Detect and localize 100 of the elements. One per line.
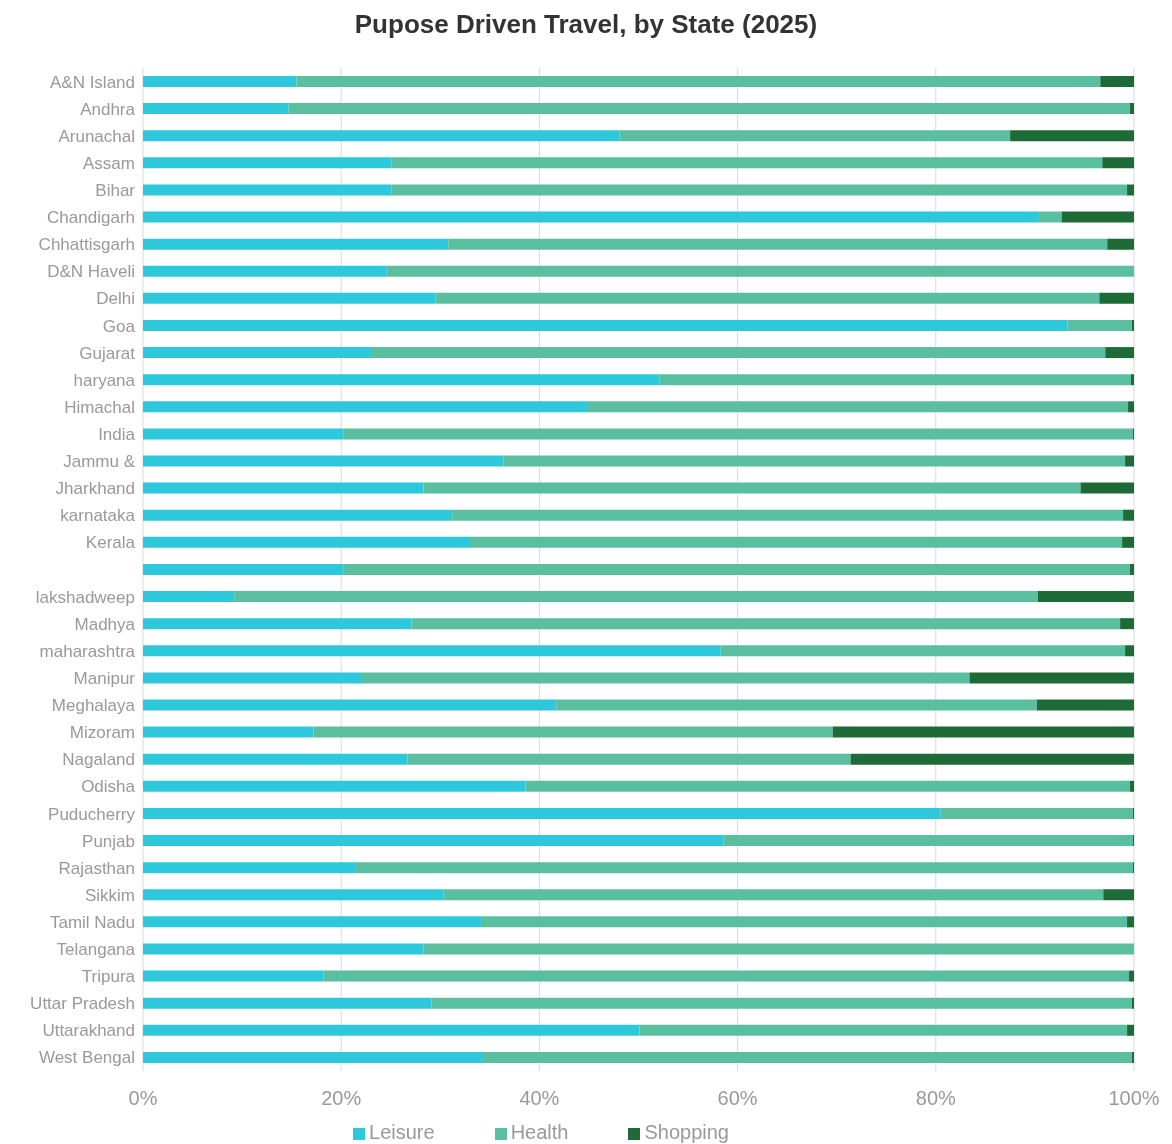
bar	[1010, 130, 1134, 142]
bar	[313, 726, 833, 738]
bar	[1127, 1024, 1134, 1036]
y-tick-label: Odisha	[81, 777, 136, 797]
y-tick-label: Telangana	[56, 940, 136, 960]
bar	[143, 238, 449, 250]
bar	[639, 1024, 1128, 1036]
bar	[1130, 563, 1134, 575]
bar	[143, 130, 620, 142]
y-tick-label: Puducherry	[48, 804, 136, 824]
bar	[143, 347, 371, 359]
bar	[411, 618, 1121, 630]
bar	[525, 780, 1131, 792]
bar	[143, 455, 504, 467]
y-tick-label: D&N Haveli	[47, 262, 135, 282]
y-tick-label: Sikkim	[84, 885, 135, 905]
bar	[1099, 292, 1134, 304]
legend-label: Shopping	[644, 1121, 729, 1143]
bar	[423, 482, 1081, 494]
bar	[143, 211, 1039, 223]
bar	[343, 563, 1131, 575]
bar	[143, 265, 387, 277]
y-tick-label: Manipur	[73, 668, 136, 688]
x-tick-label: 40%	[519, 1087, 560, 1110]
bar	[1129, 970, 1134, 982]
y-tick-label: Tamil Nadu	[49, 912, 135, 932]
y-tick-label: maharashtra	[39, 641, 136, 661]
bar	[1067, 319, 1133, 331]
y-tick-label: Kerala	[85, 533, 136, 553]
bar	[143, 401, 587, 413]
bar	[1122, 536, 1134, 548]
bar	[143, 835, 724, 847]
bar	[143, 997, 432, 1009]
bar	[143, 699, 557, 711]
bar	[832, 726, 1134, 738]
bar	[1130, 103, 1134, 115]
bar	[1102, 157, 1134, 169]
bar	[143, 916, 481, 928]
bar	[1105, 347, 1134, 359]
y-tick-label: Himachal	[64, 397, 135, 417]
bar	[143, 672, 362, 684]
bar	[361, 672, 970, 684]
bar	[1128, 401, 1134, 413]
bar	[1038, 211, 1062, 223]
bar	[556, 699, 1037, 711]
bar	[143, 509, 453, 521]
bar	[370, 347, 1106, 359]
bar	[143, 943, 424, 955]
bar	[143, 862, 356, 874]
y-tick-label: Jammu &	[63, 452, 136, 472]
y-tick-label: Delhi	[96, 289, 135, 309]
bar	[1080, 482, 1134, 494]
y-tick-label: Mizoram	[69, 723, 135, 743]
bar	[1100, 76, 1134, 87]
bar	[1125, 455, 1134, 467]
legend-label: Leisure	[369, 1121, 435, 1143]
x-tick-label: 100%	[1108, 1087, 1160, 1110]
bar	[407, 753, 851, 765]
bar	[391, 157, 1103, 169]
bar	[443, 889, 1104, 901]
y-tick-label: Bihar	[95, 181, 136, 201]
bar	[659, 374, 1132, 386]
legend-label: Health	[510, 1121, 569, 1143]
bar	[391, 184, 1128, 196]
bar	[143, 726, 314, 738]
bar	[143, 157, 392, 169]
bar	[143, 591, 235, 603]
y-tick-label: Arunachal	[58, 126, 135, 146]
bar	[1103, 889, 1134, 901]
bar	[143, 292, 436, 304]
y-tick-label: Gujarat	[79, 343, 136, 363]
y-tick-label: West Bengal	[38, 1048, 135, 1068]
y-tick-label: Tripura	[81, 967, 136, 987]
y-tick-label: Goa	[102, 316, 136, 336]
bar	[143, 428, 344, 440]
x-tick-label: 80%	[915, 1087, 957, 1110]
y-tick-label: A&N Island	[49, 72, 135, 92]
bar	[386, 265, 1134, 277]
y-tick-label: karnataka	[60, 506, 136, 526]
bar	[503, 455, 1126, 467]
bar	[143, 319, 1068, 331]
bar	[720, 645, 1126, 657]
bar	[323, 970, 1130, 982]
x-tick-label: 20%	[321, 1087, 362, 1110]
bar	[619, 130, 1011, 142]
bar	[143, 780, 526, 792]
bar	[355, 862, 1134, 874]
bar	[143, 76, 297, 87]
bar	[1036, 699, 1134, 711]
bar	[586, 401, 1129, 413]
bar	[470, 536, 1123, 548]
bar	[969, 672, 1134, 684]
bar	[448, 238, 1108, 250]
bar	[143, 889, 444, 901]
bar	[143, 536, 471, 548]
bar	[143, 374, 660, 386]
y-tick-label: Andhra	[80, 99, 136, 119]
bar	[234, 591, 1038, 603]
y-tick-label: Jharkhand	[55, 479, 135, 499]
bar	[143, 753, 408, 765]
